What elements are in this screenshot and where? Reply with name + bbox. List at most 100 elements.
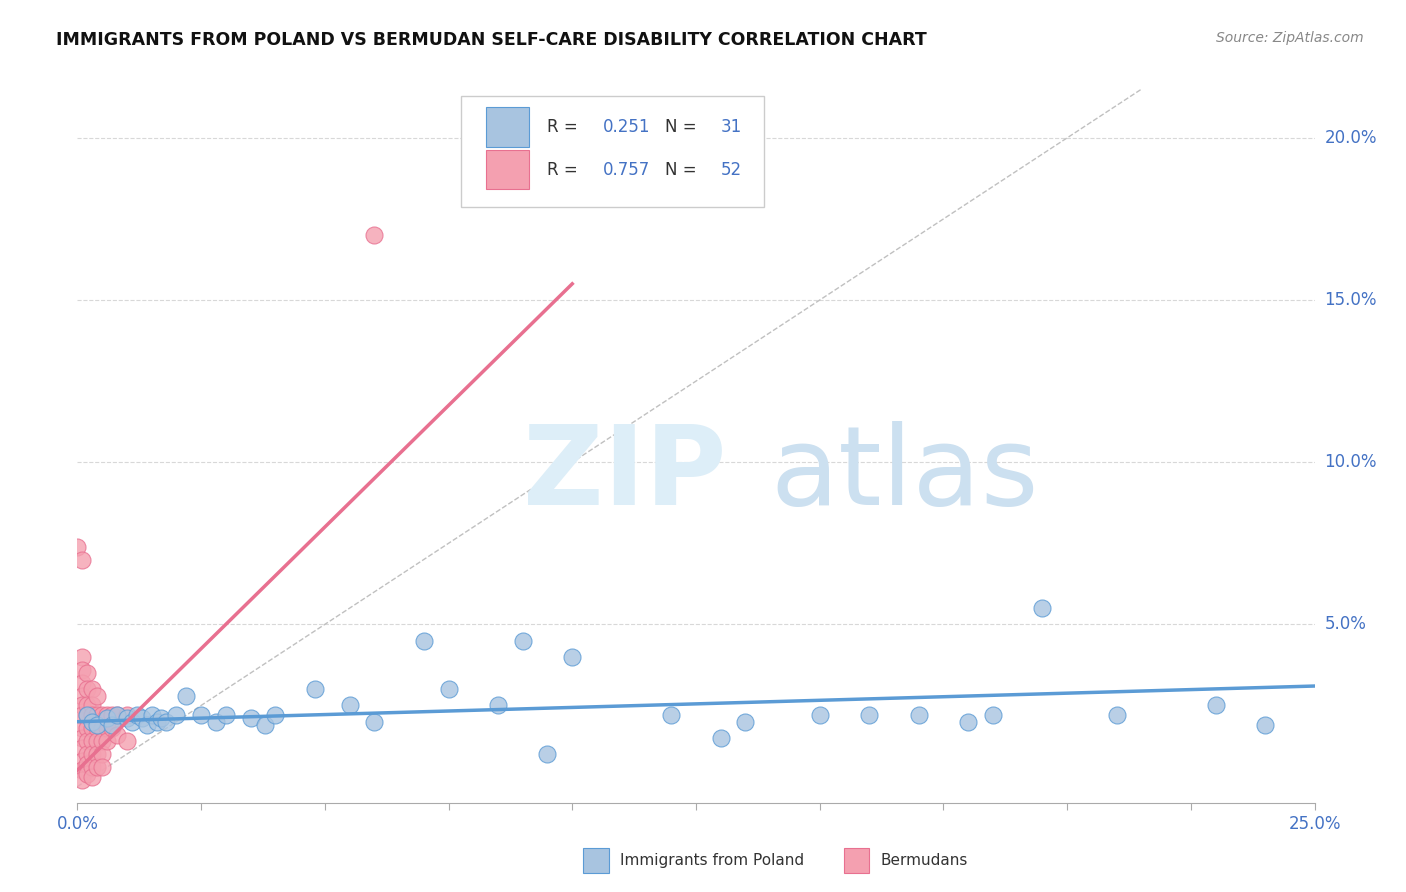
Text: ZIP: ZIP	[523, 421, 725, 528]
Point	[72, 740, 94, 755]
Point	[101, 718, 124, 732]
Point	[239, 711, 262, 725]
Point	[76, 721, 98, 735]
Point	[205, 714, 228, 729]
Point	[72, 708, 94, 723]
Point	[76, 766, 98, 780]
Point	[105, 728, 128, 742]
Text: 0.757: 0.757	[603, 161, 651, 178]
Point	[339, 698, 361, 713]
Point	[215, 708, 238, 723]
Point	[72, 754, 94, 768]
Point	[82, 721, 104, 735]
Point	[96, 721, 118, 735]
Point	[150, 711, 173, 725]
Point	[72, 552, 94, 566]
Point	[72, 731, 94, 745]
Point	[72, 689, 94, 703]
Point	[264, 708, 287, 723]
Text: 31: 31	[721, 118, 742, 136]
Point	[412, 633, 434, 648]
Text: 0.251: 0.251	[603, 118, 651, 136]
Point	[115, 734, 138, 748]
Point	[304, 682, 326, 697]
Text: 20.0%: 20.0%	[1324, 128, 1376, 147]
Point	[86, 747, 108, 761]
Text: atlas: atlas	[770, 421, 1039, 528]
Point	[155, 714, 177, 729]
Point	[72, 675, 94, 690]
Point	[86, 708, 108, 723]
Point	[165, 708, 187, 723]
Text: 52: 52	[721, 161, 742, 178]
Point	[66, 540, 89, 554]
Point	[105, 708, 128, 723]
Point	[957, 714, 980, 729]
Text: Source: ZipAtlas.com: Source: ZipAtlas.com	[1216, 31, 1364, 45]
Point	[145, 714, 167, 729]
Text: IMMIGRANTS FROM POLAND VS BERMUDAN SELF-CARE DISABILITY CORRELATION CHART: IMMIGRANTS FROM POLAND VS BERMUDAN SELF-…	[56, 31, 927, 49]
Point	[82, 682, 104, 697]
Point	[659, 708, 682, 723]
Point	[82, 698, 104, 713]
Point	[96, 708, 118, 723]
Point	[72, 773, 94, 788]
Point	[105, 708, 128, 723]
Point	[82, 714, 104, 729]
Point	[76, 682, 98, 697]
Point	[1031, 601, 1053, 615]
Point	[981, 708, 1004, 723]
Point	[86, 721, 108, 735]
Point	[76, 756, 98, 771]
Point	[91, 747, 114, 761]
Text: N =: N =	[665, 161, 696, 178]
Text: Immigrants from Poland: Immigrants from Poland	[620, 854, 804, 868]
Point	[190, 708, 212, 723]
Point	[76, 708, 98, 723]
Point	[91, 734, 114, 748]
Point	[254, 718, 277, 732]
Point	[76, 666, 98, 681]
Text: 5.0%: 5.0%	[1324, 615, 1367, 633]
Point	[82, 760, 104, 774]
Point	[135, 718, 157, 732]
Point	[76, 708, 98, 723]
Point	[86, 760, 108, 774]
Point	[174, 689, 197, 703]
Point	[710, 731, 733, 745]
Point	[91, 721, 114, 735]
Point	[1205, 698, 1227, 713]
Text: N =: N =	[665, 118, 696, 136]
FancyBboxPatch shape	[485, 107, 529, 146]
Point	[1254, 718, 1277, 732]
Text: 10.0%: 10.0%	[1324, 453, 1376, 471]
Text: Bermudans: Bermudans	[880, 854, 967, 868]
Point	[72, 698, 94, 713]
Text: R =: R =	[547, 161, 578, 178]
Point	[91, 760, 114, 774]
Point	[486, 698, 509, 713]
Point	[363, 714, 385, 729]
Point	[91, 708, 114, 723]
Point	[734, 714, 756, 729]
Point	[72, 649, 94, 664]
Point	[141, 708, 163, 723]
Point	[808, 708, 831, 723]
Point	[82, 770, 104, 784]
Point	[115, 708, 138, 723]
Point	[858, 708, 880, 723]
Point	[76, 747, 98, 761]
Point	[115, 711, 138, 725]
Point	[121, 714, 143, 729]
Text: R =: R =	[547, 118, 578, 136]
Point	[363, 228, 385, 243]
FancyBboxPatch shape	[461, 96, 763, 207]
Point	[536, 747, 558, 761]
Point	[561, 649, 583, 664]
Point	[131, 711, 153, 725]
Point	[76, 734, 98, 748]
FancyBboxPatch shape	[485, 150, 529, 189]
Point	[86, 718, 108, 732]
Point	[86, 734, 108, 748]
Point	[76, 698, 98, 713]
